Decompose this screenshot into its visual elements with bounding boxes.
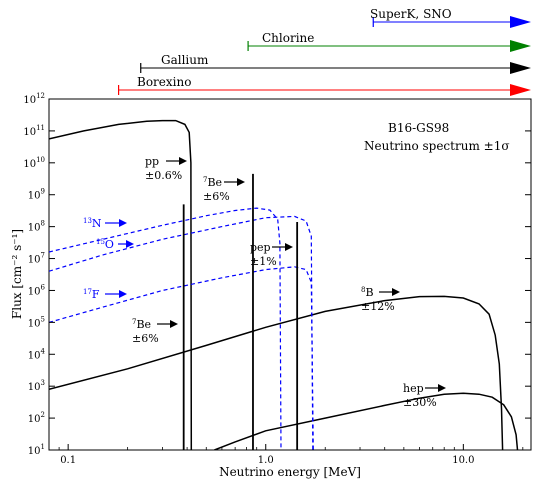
y-axis-title: Flux [cm⁻² s⁻¹] xyxy=(10,229,24,319)
annotation-pep: pep±1% xyxy=(250,241,293,268)
spectrum-series-4 xyxy=(49,215,314,450)
annotation-arrowhead xyxy=(237,178,245,186)
detector-arrowhead xyxy=(510,40,531,52)
x-tick-label: 1.0 xyxy=(258,455,274,466)
detector-arrowhead xyxy=(510,84,531,96)
annotation-hep: hep±30% xyxy=(403,382,446,409)
annotation-pp: pp±0.6% xyxy=(145,155,187,182)
y-tick-label: 1010 xyxy=(23,156,45,170)
spectrum-series-2 xyxy=(214,392,519,450)
annotation-uncertainty: ±6% xyxy=(203,190,230,203)
x-tick-label: 10.0 xyxy=(452,455,474,466)
detector-label: Chlorine xyxy=(262,31,314,45)
spectrum-label: Neutrino spectrum ±1σ xyxy=(364,139,510,153)
detector-label: SuperK, SNO xyxy=(370,7,452,21)
annotation-f17: 17F xyxy=(83,288,127,301)
annotation-be7_high: 7Be±6% xyxy=(203,176,245,203)
y-tick-label: 101 xyxy=(28,443,45,457)
annotation-label: hep xyxy=(403,382,424,395)
annotation-label: 8B xyxy=(361,286,374,299)
annotation-label: 7Be xyxy=(203,176,222,189)
detector-arrowhead xyxy=(510,62,531,74)
y-tick-label: 104 xyxy=(28,347,46,361)
annotation-label: 7Be xyxy=(132,318,151,331)
annotation-uncertainty: ±1% xyxy=(250,255,277,268)
x-tick-label: 0.1 xyxy=(60,455,76,466)
annotation-label: 15O xyxy=(96,238,114,251)
annotation-uncertainty: ±6% xyxy=(132,332,159,345)
detector-thresholds: SuperK, SNO Chlorine Gallium Borexino xyxy=(117,7,531,96)
detector-label: Borexino xyxy=(137,75,191,89)
x-axis-title: Neutrino energy [MeV] xyxy=(219,465,361,479)
x-axis-ticks: 0.1 1.0 10.0 xyxy=(48,444,524,466)
y-tick-label: 109 xyxy=(28,188,45,202)
source-annotations: pp±0.6% 7Be±6%13N15O17Fpep±1%8B±12%7Be±6%… xyxy=(83,155,446,409)
spectrum-series-1 xyxy=(49,295,504,450)
detector-arrowhead xyxy=(510,16,531,28)
y-tick-label: 105 xyxy=(28,315,45,329)
line-spectra xyxy=(182,173,299,450)
annotation-uncertainty: ±30% xyxy=(403,396,437,409)
annotation-label: pep xyxy=(250,241,271,254)
annotation-b8: 8B±12% xyxy=(361,286,400,313)
annotation-arrowhead xyxy=(126,240,134,248)
y-tick-label: 1012 xyxy=(23,92,45,106)
plot-frame xyxy=(48,98,532,451)
annotation-arrowhead xyxy=(179,157,187,165)
spectrum-curves xyxy=(49,119,519,450)
annotation-label: 17F xyxy=(83,288,100,301)
y-tick-label: 106 xyxy=(28,283,46,297)
spectrum-series-3 xyxy=(49,207,282,450)
y-axis-ticks: 101 102 103 104 105 106 107 108 109 1010 1011 1012 xyxy=(23,92,531,457)
annotation-be7_low: 7Be±6% xyxy=(132,318,178,345)
spectrum-series-0 xyxy=(49,119,193,450)
annotation-arrowhead xyxy=(392,288,400,296)
annotation-n13: 13N xyxy=(83,217,127,230)
annotation-arrowhead xyxy=(285,243,293,251)
annotation-uncertainty: ±0.6% xyxy=(145,169,182,182)
annotation-arrowhead xyxy=(170,320,178,328)
annotation-uncertainty: ±12% xyxy=(361,300,395,313)
annotation-arrowhead xyxy=(119,219,127,227)
y-tick-label: 1011 xyxy=(23,124,45,138)
y-tick-label: 108 xyxy=(28,220,45,234)
annotation-arrowhead xyxy=(119,290,127,298)
annotation-o15: 15O xyxy=(96,238,134,251)
annotation-label: pp xyxy=(145,155,159,168)
detector-label: Gallium xyxy=(161,53,209,67)
y-tick-label: 103 xyxy=(28,379,45,393)
model-label: B16-GS98 xyxy=(388,121,449,135)
spectrum-series-5 xyxy=(49,266,314,450)
annotation-arrowhead xyxy=(438,384,446,392)
annotation-label: 13N xyxy=(83,217,102,230)
y-tick-label: 102 xyxy=(28,411,45,425)
y-tick-label: 107 xyxy=(28,252,45,266)
